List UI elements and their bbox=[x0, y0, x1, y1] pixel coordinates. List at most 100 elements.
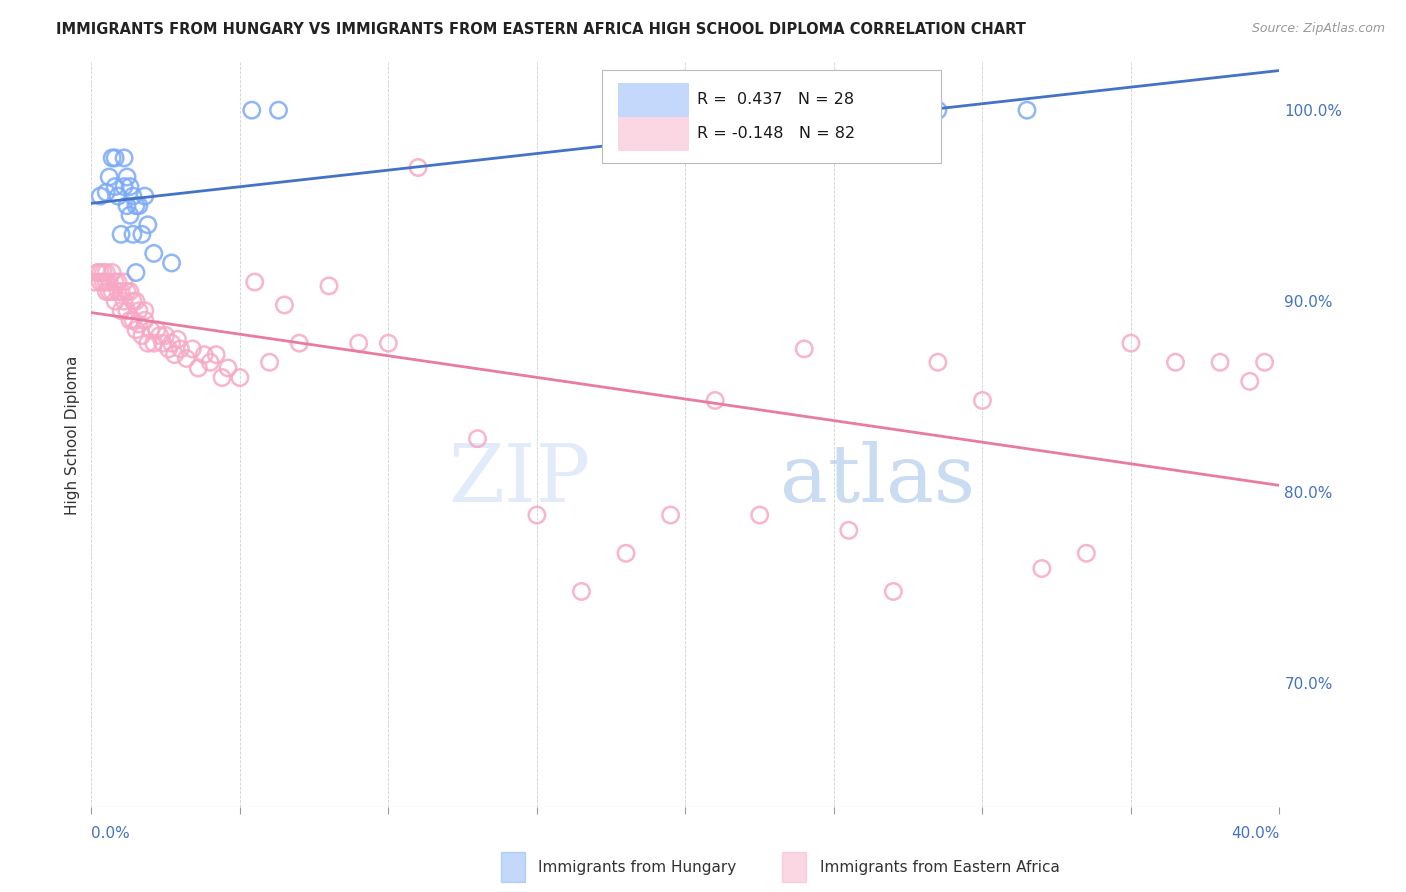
Point bbox=[406, 161, 429, 175]
Text: Immigrants from Eastern Africa: Immigrants from Eastern Africa bbox=[820, 860, 1060, 874]
Point bbox=[96, 275, 118, 289]
Point bbox=[110, 303, 132, 318]
Point bbox=[128, 303, 150, 318]
Point bbox=[89, 275, 111, 289]
Point bbox=[104, 179, 127, 194]
Y-axis label: High School Diploma: High School Diploma bbox=[65, 355, 80, 515]
Point bbox=[110, 227, 132, 242]
Point bbox=[122, 294, 145, 309]
Point bbox=[125, 199, 148, 213]
Point bbox=[1031, 561, 1053, 575]
Text: 40.0%: 40.0% bbox=[1232, 826, 1279, 841]
Point bbox=[98, 169, 121, 184]
Point bbox=[157, 342, 180, 356]
Point bbox=[107, 275, 129, 289]
Point bbox=[1015, 103, 1038, 118]
Point bbox=[347, 336, 370, 351]
Point bbox=[136, 218, 159, 232]
Point bbox=[118, 179, 141, 194]
Point bbox=[273, 298, 295, 312]
Point bbox=[149, 328, 172, 343]
Point bbox=[1239, 375, 1261, 389]
Point bbox=[98, 275, 121, 289]
Point bbox=[211, 370, 233, 384]
Point bbox=[134, 303, 156, 318]
Point bbox=[318, 278, 340, 293]
Point bbox=[125, 294, 148, 309]
Point bbox=[243, 275, 266, 289]
Point bbox=[115, 169, 138, 184]
Point bbox=[136, 336, 159, 351]
Point bbox=[115, 285, 138, 299]
Point bbox=[972, 393, 994, 408]
Point bbox=[128, 199, 150, 213]
Point bbox=[101, 266, 124, 280]
Point bbox=[166, 332, 188, 346]
Point bbox=[927, 355, 949, 369]
Point bbox=[112, 294, 135, 309]
Point bbox=[125, 323, 148, 337]
Point bbox=[101, 151, 124, 165]
Point bbox=[614, 546, 637, 560]
Point bbox=[86, 266, 108, 280]
Point bbox=[104, 294, 127, 309]
Point bbox=[163, 348, 186, 362]
Point bbox=[110, 285, 132, 299]
Point bbox=[115, 303, 138, 318]
Point bbox=[160, 256, 183, 270]
Point bbox=[229, 370, 252, 384]
Text: ZIP: ZIP bbox=[449, 441, 591, 518]
Point bbox=[128, 317, 150, 331]
Point bbox=[145, 323, 167, 337]
Point bbox=[288, 336, 311, 351]
Point bbox=[139, 323, 162, 337]
Point bbox=[571, 584, 593, 599]
Point bbox=[377, 336, 399, 351]
Point bbox=[169, 342, 191, 356]
Point bbox=[155, 328, 177, 343]
Point bbox=[467, 432, 489, 446]
Point bbox=[96, 266, 118, 280]
Point bbox=[142, 246, 165, 260]
Point bbox=[187, 361, 209, 376]
Point bbox=[118, 313, 141, 327]
Point bbox=[96, 285, 118, 299]
Point bbox=[112, 179, 135, 194]
Point bbox=[107, 189, 129, 203]
Point bbox=[205, 348, 228, 362]
Point bbox=[118, 285, 141, 299]
Point bbox=[200, 355, 222, 369]
Point bbox=[259, 355, 281, 369]
Text: IMMIGRANTS FROM HUNGARY VS IMMIGRANTS FROM EASTERN AFRICA HIGH SCHOOL DIPLOMA CO: IMMIGRANTS FROM HUNGARY VS IMMIGRANTS FR… bbox=[56, 22, 1026, 37]
Point bbox=[125, 266, 148, 280]
FancyBboxPatch shape bbox=[617, 83, 688, 116]
Text: Immigrants from Hungary: Immigrants from Hungary bbox=[538, 860, 737, 874]
Point bbox=[91, 266, 114, 280]
Text: R = -0.148   N = 82: R = -0.148 N = 82 bbox=[697, 126, 855, 141]
Point bbox=[83, 275, 105, 289]
Point bbox=[217, 361, 239, 376]
Text: atlas: atlas bbox=[780, 441, 976, 518]
Point bbox=[122, 227, 145, 242]
Point bbox=[1076, 546, 1098, 560]
Point bbox=[89, 266, 111, 280]
Point bbox=[193, 348, 215, 362]
FancyBboxPatch shape bbox=[617, 117, 688, 150]
FancyBboxPatch shape bbox=[602, 70, 941, 163]
Point bbox=[267, 103, 290, 118]
Point bbox=[152, 336, 174, 351]
Point bbox=[704, 393, 727, 408]
Text: R =  0.437   N = 28: R = 0.437 N = 28 bbox=[697, 92, 855, 107]
Point bbox=[526, 508, 548, 522]
Point bbox=[112, 275, 135, 289]
Point bbox=[131, 328, 153, 343]
Point bbox=[1253, 355, 1275, 369]
Point bbox=[793, 342, 815, 356]
Point bbox=[115, 199, 138, 213]
Point bbox=[104, 275, 127, 289]
Point bbox=[882, 584, 904, 599]
Point bbox=[122, 189, 145, 203]
Point bbox=[748, 508, 770, 522]
Point bbox=[659, 508, 682, 522]
Point bbox=[89, 189, 111, 203]
